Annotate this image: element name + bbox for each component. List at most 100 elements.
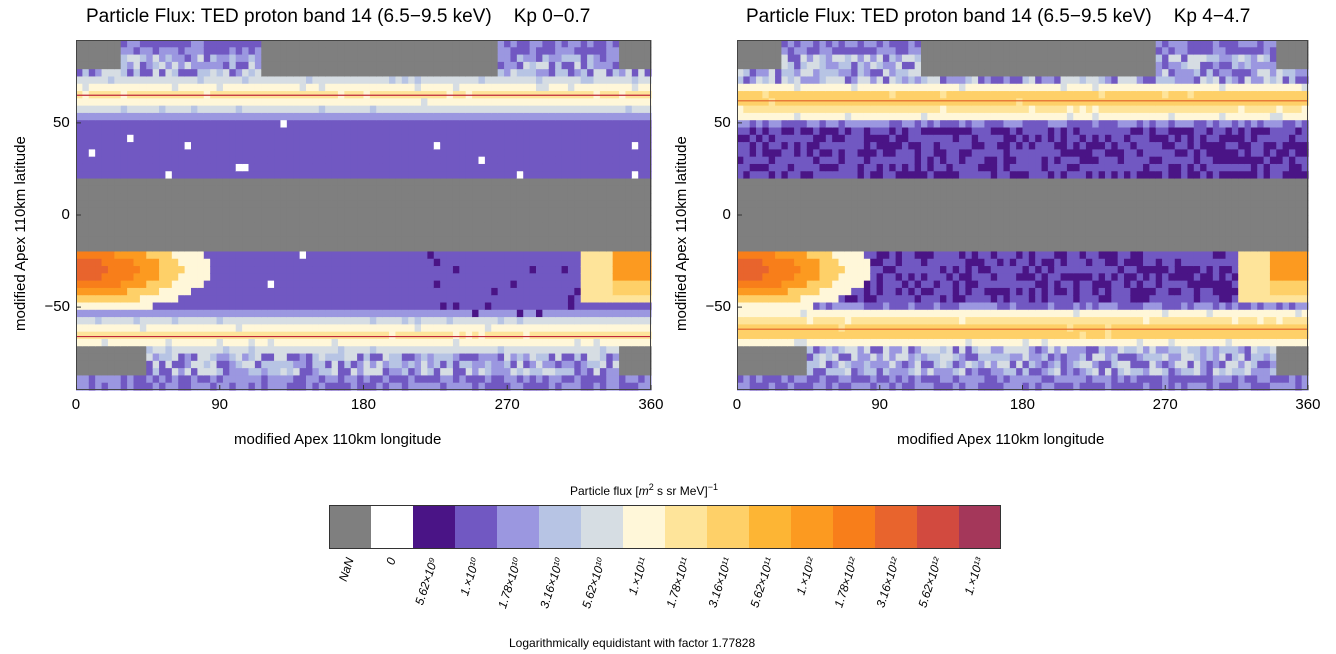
heatmap-cell <box>612 222 620 231</box>
heatmap-cell <box>800 185 808 194</box>
heatmap-cell <box>95 185 103 194</box>
heatmap-cell <box>813 127 821 136</box>
heatmap-cell <box>210 368 218 377</box>
heatmap-cell <box>472 244 480 253</box>
heatmap-cell <box>337 266 345 274</box>
heatmap-cell <box>631 338 639 347</box>
heatmap-cell <box>254 368 262 377</box>
heatmap-cell <box>159 98 167 107</box>
heatmap-cell <box>344 54 352 63</box>
heatmap-cell <box>114 149 122 158</box>
heatmap-cell <box>376 302 384 311</box>
heatmap-cell <box>337 98 345 107</box>
heatmap-cell <box>548 338 556 347</box>
heatmap-cell <box>184 251 192 260</box>
heatmap-cell <box>203 258 211 267</box>
heatmap-cell <box>510 324 518 333</box>
heatmap-cell <box>529 280 537 289</box>
heatmap-cell <box>146 324 154 333</box>
heatmap-cell <box>306 98 313 107</box>
heatmap-cell <box>382 324 390 333</box>
heatmap-cell <box>408 54 416 63</box>
heatmap-cell <box>293 229 301 238</box>
heatmap-cell <box>574 163 582 172</box>
heatmap-cell <box>819 185 827 194</box>
heatmap-cell <box>472 193 480 202</box>
heatmap-cell <box>184 54 192 63</box>
heatmap-cell <box>593 317 601 325</box>
heatmap-cell <box>197 215 205 223</box>
heatmap-cell <box>101 236 109 245</box>
heatmap-cell <box>504 207 512 216</box>
heatmap-cell <box>459 215 467 223</box>
heatmap-cell <box>800 142 808 150</box>
heatmap-cell <box>222 222 230 231</box>
heatmap-cell <box>478 149 486 158</box>
heatmap-cell <box>427 61 435 70</box>
heatmap-cell <box>152 222 160 231</box>
heatmap-cell <box>369 61 377 70</box>
heatmap-cell <box>318 368 326 377</box>
heatmap-cell <box>625 375 633 384</box>
heatmap-cell <box>806 251 814 260</box>
heatmap-cell <box>293 200 301 209</box>
heatmap-cell <box>127 105 135 114</box>
heatmap-cell <box>555 280 563 289</box>
heatmap-cell <box>254 40 262 48</box>
heatmap-cell <box>120 193 128 202</box>
heatmap-cell <box>312 338 320 347</box>
heatmap-cell <box>478 76 486 85</box>
heatmap-cell <box>612 61 620 70</box>
heatmap-cell <box>203 338 211 347</box>
heatmap-cell <box>216 149 224 158</box>
heatmap-cell <box>593 338 601 347</box>
heatmap-cell <box>159 287 167 296</box>
heatmap-cell <box>478 105 486 114</box>
heatmap-cell <box>280 258 288 267</box>
heatmap-cell <box>235 251 243 260</box>
heatmap-cell <box>593 222 601 231</box>
heatmap-cell <box>203 112 211 121</box>
heatmap-cell <box>376 353 384 362</box>
heatmap-cell <box>421 346 428 355</box>
heatmap-cell <box>491 40 499 48</box>
heatmap-cell <box>306 61 313 70</box>
heatmap-cell <box>242 302 250 311</box>
heatmap-cell <box>612 156 620 165</box>
heatmap-cell <box>127 382 135 391</box>
heatmap-cell <box>567 295 575 304</box>
heatmap-cell <box>484 302 492 311</box>
heatmap-cell <box>222 331 230 340</box>
heatmap-cell <box>504 368 512 377</box>
heatmap-cell <box>768 200 776 209</box>
heatmap-cell <box>261 98 269 107</box>
heatmap-cell <box>146 273 154 282</box>
heatmap-cell <box>806 360 814 369</box>
heatmap-cell <box>389 244 397 253</box>
heatmap-cell <box>542 134 550 143</box>
heatmap-cell <box>210 360 218 369</box>
heatmap-cell <box>395 302 403 311</box>
heatmap-cell <box>369 215 377 223</box>
heatmap-cell <box>574 54 582 63</box>
heatmap-cell <box>248 200 256 209</box>
heatmap-cell <box>813 338 821 347</box>
heatmap-cell <box>203 331 211 340</box>
heatmap-cell <box>414 61 422 70</box>
heatmap-cell <box>299 40 307 48</box>
heatmap-cell <box>369 309 377 318</box>
heatmap-cell <box>184 61 192 70</box>
heatmap-cell <box>619 266 627 274</box>
heatmap-cell <box>762 309 770 318</box>
heatmap-cell <box>749 287 757 296</box>
heatmap-cell <box>210 69 218 78</box>
heatmap-cell <box>536 309 543 318</box>
heatmap-cell <box>800 163 808 172</box>
heatmap-cell <box>806 47 814 56</box>
heatmap-cell <box>644 98 652 107</box>
heatmap-cell <box>191 76 198 85</box>
heatmap-cell <box>101 302 109 311</box>
heatmap-cell <box>152 40 160 48</box>
heatmap-cell <box>440 178 448 187</box>
heatmap-cell <box>139 331 147 340</box>
